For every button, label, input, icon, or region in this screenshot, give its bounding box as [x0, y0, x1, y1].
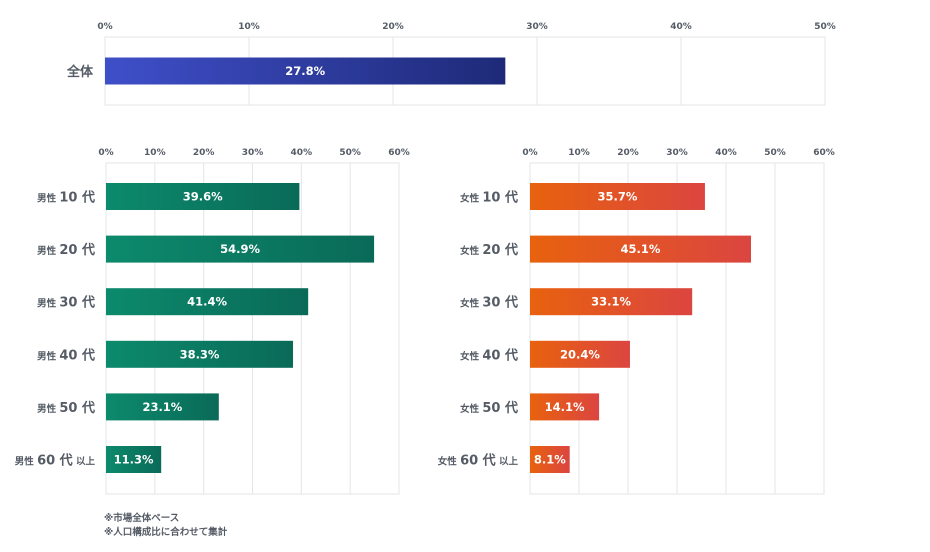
overall-bar — [105, 57, 506, 85]
category-age: 20 代 — [482, 242, 518, 258]
female-tick-label: 40% — [715, 148, 737, 158]
male-bar — [106, 288, 309, 316]
category-age: 10 代 — [482, 190, 518, 206]
category-gender: 男性 — [37, 350, 59, 362]
female-category-label: 女性 30 代 — [460, 295, 518, 311]
female-tick-label: 60% — [813, 148, 835, 158]
category-age: 50 代 — [59, 400, 95, 416]
category-suffix: 以上 — [73, 456, 96, 468]
category-age: 50 代 — [482, 400, 518, 416]
footnote-population-weighting: ※人口構成比に合わせて集計 — [104, 527, 228, 538]
category-gender: 男性 — [37, 403, 59, 415]
female-value-label: 14.1% — [545, 400, 585, 414]
male-tick-label: 50% — [339, 148, 361, 158]
category-gender: 女性 — [460, 298, 482, 310]
overall-tick-label: 20% — [382, 22, 404, 32]
female-category-label: 女性 40 代 — [460, 347, 518, 363]
female-bar — [530, 235, 751, 263]
male-chart-panel: 0% 10% 20% 30% 40% 50% 60% 39.6% 男性 10 代 54.9% 男性 … — [15, 148, 410, 495]
category-gender: 男性 — [37, 193, 59, 205]
category-suffix: 以上 — [496, 456, 519, 468]
male-category-label: 男性 40 代 — [37, 347, 95, 363]
category-gender: 女性 — [460, 403, 482, 415]
male-category-label: 男性 50 代 — [37, 400, 95, 416]
female-value-label: 35.7% — [598, 190, 638, 204]
category-gender: 男性 — [37, 245, 59, 257]
male-bar — [106, 446, 162, 473]
category-age: 30 代 — [59, 295, 95, 311]
category-gender: 女性 — [460, 350, 482, 362]
category-gender: 女性 — [460, 245, 482, 257]
male-tick-label: 0% — [98, 148, 113, 158]
overall-tick-label: 40% — [670, 22, 692, 32]
female-bar — [530, 288, 693, 316]
overall-tick-label: 50% — [814, 22, 836, 32]
male-bar — [106, 340, 294, 368]
female-value-label: 45.1% — [621, 242, 661, 256]
overall-category-label: 全体 — [66, 64, 94, 80]
overall-tick-label: 10% — [238, 22, 260, 32]
female-chart-panel: 0% 10% 20% 30% 40% 50% 60% 35.7% 女性 10 代 45.1% 女性 … — [438, 148, 835, 495]
overall-tick-label: 30% — [526, 22, 548, 32]
female-value-label: 20.4% — [560, 347, 600, 361]
female-category-label: 女性 60 代 以上 — [438, 453, 519, 469]
overall-tick-label: 0% — [97, 22, 112, 32]
female-value-label: 8.1% — [534, 453, 566, 467]
female-value-label: 33.1% — [591, 295, 631, 309]
male-tick-label: 20% — [193, 148, 215, 158]
category-age: 20 代 — [59, 242, 95, 258]
male-value-label: 11.3% — [114, 453, 154, 467]
overall-value-label: 27.8% — [285, 64, 325, 78]
male-value-label: 39.6% — [183, 190, 223, 204]
category-gender: 女性 — [438, 456, 460, 468]
female-tick-label: 10% — [568, 148, 590, 158]
female-tick-label: 30% — [666, 148, 688, 158]
male-category-label: 男性 30 代 — [37, 295, 95, 311]
male-category-label: 男性 10 代 — [37, 190, 95, 206]
male-category-label: 男性 20 代 — [37, 242, 95, 258]
male-bar — [106, 235, 375, 263]
female-tick-label: 50% — [764, 148, 786, 158]
category-gender: 男性 — [37, 298, 59, 310]
male-bar — [106, 183, 300, 210]
female-tick-label: 0% — [522, 148, 537, 158]
male-value-label: 38.3% — [180, 347, 220, 361]
category-age: 40 代 — [482, 347, 518, 363]
male-tick-label: 40% — [291, 148, 313, 158]
category-age: 30 代 — [482, 295, 518, 311]
female-bar — [530, 183, 705, 210]
male-value-label: 54.9% — [220, 242, 260, 256]
female-bar — [530, 446, 570, 473]
male-tick-label: 10% — [144, 148, 166, 158]
female-bar — [530, 393, 600, 421]
female-tick-label: 20% — [617, 148, 639, 158]
female-category-label: 女性 50 代 — [460, 400, 518, 416]
female-category-label: 女性 20 代 — [460, 242, 518, 258]
male-bar — [106, 393, 219, 421]
male-value-label: 23.1% — [142, 400, 182, 414]
category-age: 10 代 — [59, 190, 95, 206]
male-tick-label: 60% — [388, 148, 410, 158]
category-age: 60 代 — [37, 453, 73, 469]
footnotes: ※市場全体ベース ※人口構成比に合わせて集計 — [104, 512, 227, 540]
category-gender: 男性 — [15, 456, 37, 468]
male-category-label: 男性 60 代 以上 — [15, 453, 96, 469]
overall-chart-panel: 0% 10% 20% 30% 40% 50% 27.8% 全体 — [66, 22, 836, 106]
female-category-label: 女性 10 代 — [460, 190, 518, 206]
category-age: 40 代 — [59, 347, 95, 363]
male-value-label: 41.4% — [187, 295, 227, 309]
category-gender: 女性 — [460, 193, 482, 205]
category-age: 60 代 — [460, 453, 496, 469]
male-tick-label: 30% — [242, 148, 264, 158]
footnote-market-base: ※市場全体ベース — [104, 513, 180, 524]
female-bar — [530, 340, 630, 368]
